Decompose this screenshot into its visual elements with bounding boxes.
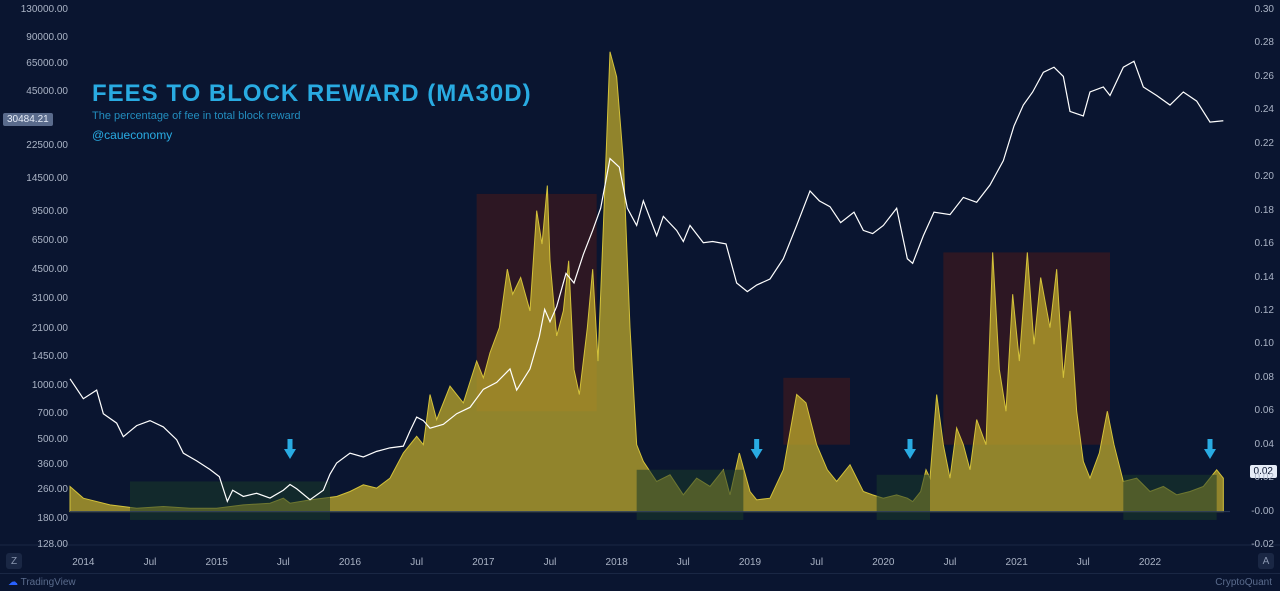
x-axis-tick: Jul bbox=[544, 557, 557, 568]
left-axis-tick: 260.00 bbox=[8, 484, 68, 495]
x-axis-tick: 2020 bbox=[872, 557, 894, 568]
x-axis-tick: 2018 bbox=[606, 557, 628, 568]
x-axis-tick: Jul bbox=[810, 557, 823, 568]
chart-title: FEES TO BLOCK REWARD (MA30D) bbox=[92, 80, 532, 108]
left-axis-tick: 180.00 bbox=[8, 513, 68, 524]
right-axis-tick: 0.20 bbox=[1214, 171, 1274, 182]
left-axis-tick: 500.00 bbox=[8, 434, 68, 445]
right-axis-tick: 0.14 bbox=[1214, 272, 1274, 283]
x-axis-tick: Jul bbox=[144, 557, 157, 568]
x-axis-tick: Jul bbox=[410, 557, 423, 568]
left-axis-tick: 128.00 bbox=[8, 539, 68, 550]
right-axis-tick: 0.10 bbox=[1214, 338, 1274, 349]
left-axis-tick: 4500.00 bbox=[8, 264, 68, 275]
right-axis-tick: 0.02 bbox=[1214, 472, 1274, 483]
right-axis-tick: -0.02 bbox=[1214, 539, 1274, 550]
right-axis-tick: 0.06 bbox=[1214, 405, 1274, 416]
right-axis-tick: 0.04 bbox=[1214, 439, 1274, 450]
left-axis-tick: 700.00 bbox=[8, 408, 68, 419]
x-axis-tick: 2014 bbox=[72, 557, 94, 568]
x-axis-tick: Jul bbox=[944, 557, 957, 568]
x-axis-tick: 2017 bbox=[472, 557, 494, 568]
left-axis-tick: 130000.00 bbox=[8, 4, 68, 15]
x-axis-tick: 2022 bbox=[1139, 557, 1161, 568]
x-axis-tick: 2019 bbox=[739, 557, 761, 568]
right-axis-tick: 0.30 bbox=[1214, 4, 1274, 15]
x-axis-tick: 2021 bbox=[1006, 557, 1028, 568]
chart-container: FEES TO BLOCK REWARD (MA30D) The percent… bbox=[0, 0, 1280, 591]
left-axis-tick: 45000.00 bbox=[8, 86, 68, 97]
footer-right: CryptoQuant bbox=[1215, 577, 1272, 588]
left-axis-tick: 9500.00 bbox=[8, 206, 68, 217]
left-axis-tick: 1000.00 bbox=[8, 380, 68, 391]
right-axis-tick: 0.26 bbox=[1214, 71, 1274, 82]
x-axis-tick: Jul bbox=[677, 557, 690, 568]
right-axis-tick: 0.08 bbox=[1214, 372, 1274, 383]
author-handle: @caueconomy bbox=[92, 128, 172, 142]
right-axis-tick: 0.18 bbox=[1214, 205, 1274, 216]
left-axis-tick: 6500.00 bbox=[8, 235, 68, 246]
left-axis-tick: 2100.00 bbox=[8, 323, 68, 334]
right-axis-tick: 0.24 bbox=[1214, 104, 1274, 115]
x-axis-tick: 2015 bbox=[206, 557, 228, 568]
x-axis-tick: 2016 bbox=[339, 557, 361, 568]
x-zoom-left-button[interactable]: Z bbox=[6, 553, 22, 569]
left-axis-tick: 360.00 bbox=[8, 459, 68, 470]
footer: TradingView CryptoQuant bbox=[0, 573, 1280, 591]
x-zoom-right-button[interactable]: A bbox=[1258, 553, 1274, 569]
left-axis-tick: 65000.00 bbox=[8, 58, 68, 69]
right-axis-tick: -0.00 bbox=[1214, 506, 1274, 517]
left-axis-current-tag: 30484.21 bbox=[3, 113, 53, 126]
left-axis-tick: 90000.00 bbox=[8, 32, 68, 43]
left-axis-tick: 3100.00 bbox=[8, 293, 68, 304]
right-axis-tick: 0.12 bbox=[1214, 305, 1274, 316]
footer-left: TradingView bbox=[8, 577, 76, 588]
right-axis-tick: 0.28 bbox=[1214, 37, 1274, 48]
left-axis-tick: 14500.00 bbox=[8, 173, 68, 184]
left-axis-tick: 22500.00 bbox=[8, 140, 68, 151]
left-axis-tick: 1450.00 bbox=[8, 351, 68, 362]
chart-subtitle: The percentage of fee in total block rew… bbox=[92, 110, 301, 122]
x-axis-tick: Jul bbox=[277, 557, 290, 568]
x-axis-tick: Jul bbox=[1077, 557, 1090, 568]
right-axis-tick: 0.16 bbox=[1214, 238, 1274, 249]
right-axis-tick: 0.22 bbox=[1214, 138, 1274, 149]
